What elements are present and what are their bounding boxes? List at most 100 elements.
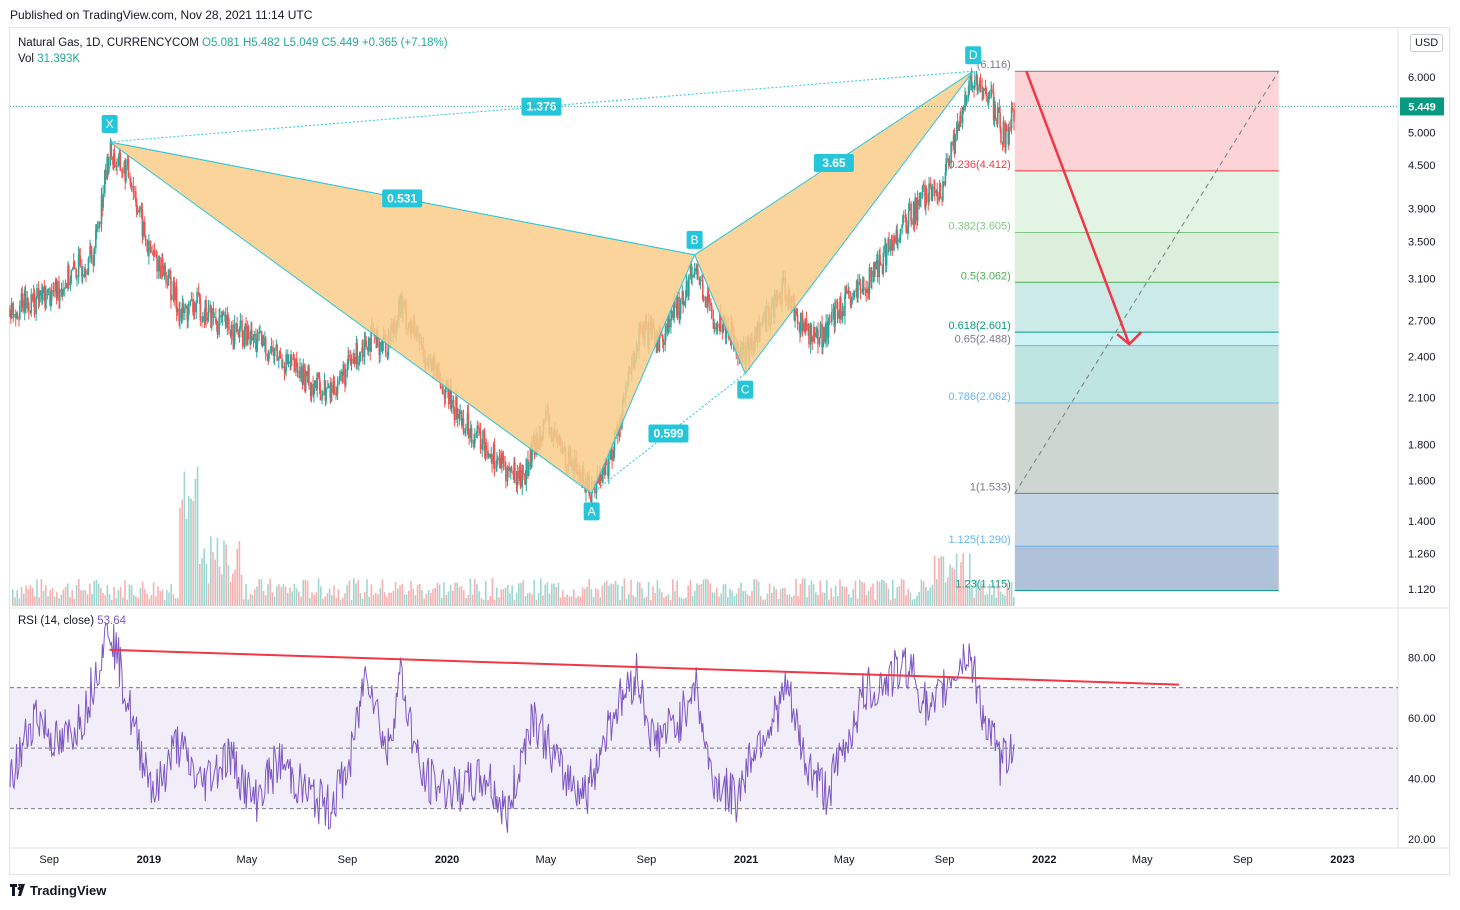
candle-body [72, 267, 74, 271]
candle-body [27, 302, 30, 312]
candle-body [106, 156, 109, 180]
candle-body [324, 380, 327, 401]
candle-body [60, 289, 63, 292]
candle-body [870, 267, 872, 283]
candle-body [990, 89, 992, 98]
candle-body [472, 442, 475, 444]
candle-body [273, 348, 276, 357]
candle-body [983, 88, 985, 91]
volume-bar [925, 586, 927, 606]
candle-body [279, 351, 282, 359]
volume-bar [313, 594, 315, 606]
candle-body [253, 334, 256, 337]
volume-bar [529, 592, 531, 606]
candle-body [1008, 127, 1010, 145]
symbol-title[interactable]: Natural Gas, 1D, CURRENCYCOM [18, 37, 199, 49]
volume-bar [586, 586, 588, 606]
candle-body [529, 447, 532, 467]
candle-body [525, 459, 528, 484]
candle-body [139, 206, 141, 213]
candle-body [20, 293, 23, 306]
candle-body [487, 453, 490, 458]
rsi-label[interactable]: RSI (14, close) [18, 615, 95, 627]
candle-body [270, 346, 273, 353]
candle-body [252, 336, 255, 341]
candle-body [896, 229, 899, 242]
candle-body [292, 359, 295, 361]
fib-level-label: 1.23(1.115) [955, 579, 1010, 591]
candle-body [844, 294, 846, 316]
candle-body [693, 268, 696, 276]
volume-bar [190, 498, 192, 606]
volume-bar [73, 598, 76, 606]
candle-body [302, 364, 305, 385]
volume-bar [423, 598, 425, 606]
fib-zone [1014, 282, 1279, 333]
volume-bar [47, 596, 49, 606]
volume-bar [370, 584, 373, 606]
candle-body [885, 249, 888, 266]
candle-body [100, 195, 103, 225]
candle-body [322, 392, 324, 396]
candle-body [84, 270, 86, 277]
candle-body [604, 459, 607, 475]
candle-body [193, 302, 196, 313]
candle-body [936, 190, 939, 197]
candle-body [72, 261, 75, 268]
candle-body [210, 307, 213, 328]
volume-bar [757, 581, 760, 606]
candle-body [667, 318, 670, 332]
pattern-point-badge [737, 380, 754, 399]
candle-body [924, 184, 926, 208]
currency-badge[interactable]: USD [1410, 34, 1444, 52]
candle-body [911, 221, 913, 225]
candle-body [835, 301, 838, 303]
candle-body [954, 134, 957, 154]
candle-body [202, 316, 204, 322]
candle-body [264, 337, 266, 347]
candle-body [484, 444, 487, 453]
volume-bar [23, 593, 25, 606]
candle-body [152, 251, 155, 256]
tradingview-logo-icon [10, 884, 25, 896]
fib-level-label: (6.116) [977, 59, 1011, 71]
candle-body [708, 294, 711, 303]
volume-bar [478, 591, 480, 606]
volume-bar [601, 585, 604, 606]
volume-bar [749, 596, 751, 606]
volume-bar [214, 559, 216, 606]
volume-bar [753, 579, 755, 606]
candle-body [442, 386, 444, 395]
volume-bar [911, 599, 914, 606]
volume-bar [929, 587, 931, 606]
candle-body [307, 366, 309, 377]
candle-body [161, 257, 163, 279]
volume-bar [408, 590, 410, 606]
candle-body [609, 453, 612, 459]
candle-body [523, 474, 526, 477]
volume-bar [564, 596, 566, 606]
volume-bar [775, 589, 777, 606]
candle-body [914, 197, 916, 225]
candle-body [10, 303, 13, 319]
candle-body [349, 358, 352, 364]
volume-bar [782, 588, 784, 606]
candle-body [905, 217, 907, 234]
candle-body [335, 393, 338, 395]
candle-body [285, 354, 287, 372]
volume-bar [784, 588, 786, 606]
candle-body [232, 324, 234, 341]
volume-bar [337, 589, 340, 606]
candle-body [602, 467, 604, 475]
candle-body [32, 294, 34, 301]
candle-body [662, 341, 665, 345]
volume-bar [566, 594, 568, 606]
volume-bar [804, 578, 806, 606]
candle-body [216, 323, 219, 335]
volume-bar [181, 499, 183, 606]
candle-body [358, 352, 361, 363]
candle-body [834, 301, 836, 327]
candle-body [150, 251, 153, 253]
volume-bar [361, 598, 364, 606]
